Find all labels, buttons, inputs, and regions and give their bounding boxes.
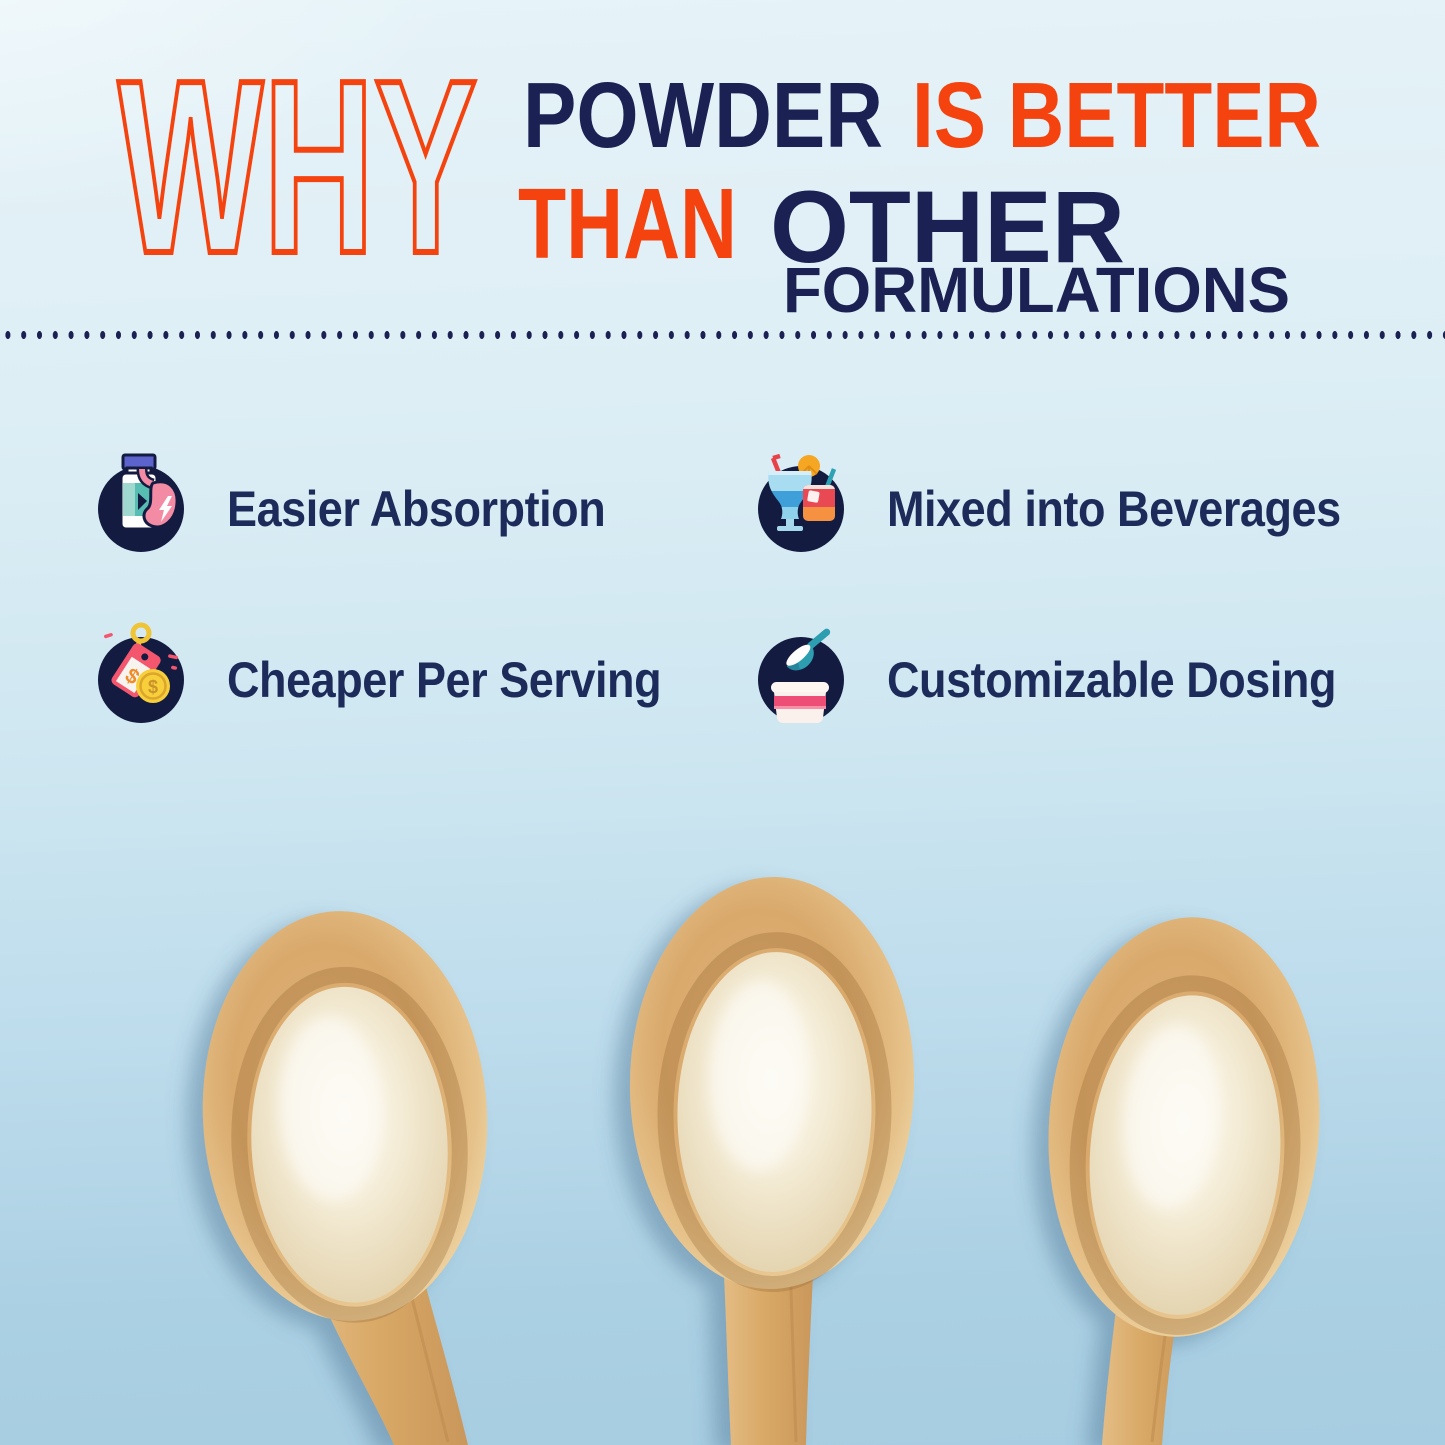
feature-easier-absorption: Easier Absorption (81, 449, 647, 569)
svg-text:$: $ (148, 677, 158, 697)
dotted-divider (0, 329, 1445, 341)
spoons-photo (202, 877, 1320, 1445)
feature-customizable-dosing: Customizable Dosing (741, 620, 1386, 740)
headline-formulations: FORMULATIONS (783, 254, 1290, 326)
headline-block: WHY POWDER IS BETTER THAN OTHER FORMULAT… (115, 26, 1321, 326)
feature-label: Customizable Dosing (887, 652, 1336, 708)
spoon-right (1048, 917, 1320, 1445)
spoon-middle (629, 877, 915, 1445)
feature-label: Easier Absorption (227, 481, 606, 537)
feature-cheaper-per-serving: $ $ Cheaper Per Serving (81, 620, 709, 740)
price-tag-coin-icon: $ $ (98, 622, 184, 723)
headline-other: OTHER (770, 170, 1125, 284)
headline-is-better: IS BETTER (912, 63, 1321, 167)
feature-mixed-into-beverages: Mixed into Beverages (741, 449, 1391, 569)
headline-powder: POWDER (523, 63, 883, 167)
spoon-left (202, 911, 488, 1445)
headline-than: THAN (518, 168, 737, 280)
feature-label: Cheaper Per Serving (227, 652, 662, 708)
powder-jar-scoop-icon (758, 628, 844, 724)
headline-why: WHY (118, 29, 477, 305)
cocktail-drinks-icon (758, 453, 844, 552)
supplement-bottle-stomach-icon (98, 453, 184, 552)
feature-label: Mixed into Beverages (887, 481, 1341, 537)
